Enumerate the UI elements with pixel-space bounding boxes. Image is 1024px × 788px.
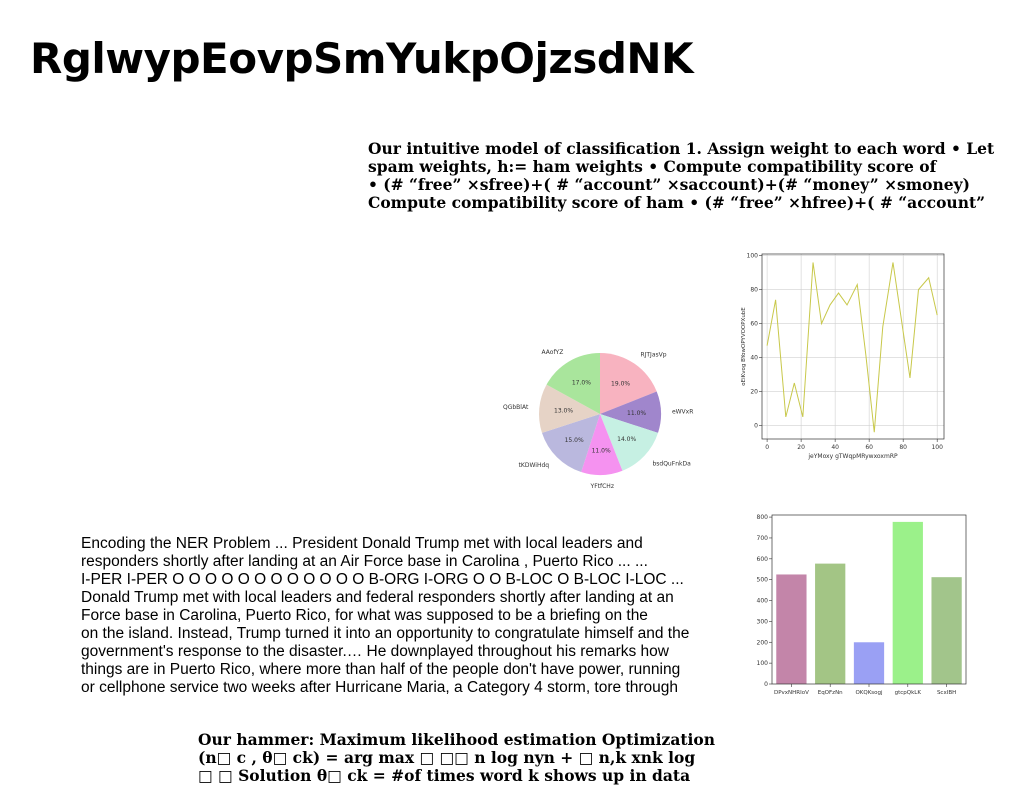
plot-frame <box>771 514 967 685</box>
classification-model-text: Our intuitive model of classification 1.… <box>368 140 1018 212</box>
bar <box>776 574 807 684</box>
y-tick-label: 80 <box>750 287 758 294</box>
y-tick-label: 100 <box>747 253 759 260</box>
x-tick-label: 40 <box>831 444 839 451</box>
bar-chart: 0 100 200 300 400 500 600 700 800 DPvxNHRIoV EqOFz… <box>757 514 967 696</box>
y-tick-label: 700 <box>757 535 769 542</box>
text-line: on the island. Instead, Trump turned it … <box>81 625 690 642</box>
y-tick-label: 300 <box>757 618 769 625</box>
pie-slice <box>600 414 659 471</box>
y-tick-label: 40 <box>750 355 758 362</box>
pie-category-label: tKDWiHdq <box>519 462 550 469</box>
pie-category-label: QGbBlAt <box>503 404 529 411</box>
text-line: Compute compatibility score of ham • (# … <box>368 193 986 212</box>
text-line: Encoding the NER Problem ... President D… <box>81 535 643 552</box>
pie-slice <box>546 353 600 414</box>
y-tick-label: 500 <box>757 577 769 584</box>
text-line: Donald Trump met with local leaders and … <box>81 589 674 606</box>
pie-category-label: bsdQuFnkDa <box>652 460 691 467</box>
y-tick-label: 20 <box>750 388 758 395</box>
hammer-text: Our hammer: Maximum likelihood estimatio… <box>198 731 715 785</box>
bar <box>892 521 923 684</box>
y-tick-label: 600 <box>757 556 769 563</box>
x-tick-label: 100 <box>931 444 943 451</box>
y-tick-label: 100 <box>757 660 769 667</box>
pie-category-label: AAofYZ <box>542 349 564 356</box>
text-line: I-PER I-PER O O O O O O O O O O O O B-OR… <box>81 571 684 588</box>
x-tick-label: OKQKsogj <box>855 690 883 696</box>
text-line: Our hammer: Maximum likelihood estimatio… <box>198 730 716 749</box>
text-line: • (# “free” ×sfree)+( # “account” ×sacco… <box>368 175 970 194</box>
text-line: responders shortly after landing at an A… <box>81 553 648 570</box>
y-tick-label: 60 <box>750 321 758 328</box>
y-tick-label: 800 <box>757 514 769 521</box>
bar <box>815 563 846 684</box>
x-tick-label: gtcpQkLK <box>895 690 922 696</box>
y-tick-label: 0 <box>754 422 758 429</box>
y-tick-label: 400 <box>757 598 769 605</box>
ner-problem-text: Encoding the NER Problem ... President D… <box>81 535 689 697</box>
pie-value-label: 14.0% <box>617 436 636 443</box>
x-tick-label: DPvxNHRIoV <box>774 690 809 696</box>
pie-category-label: YFtfCHz <box>590 483 614 490</box>
pie-slice <box>581 414 623 475</box>
text-line: Force base in Carolina, Puerto Rico, for… <box>81 607 648 624</box>
x-tick-label: EqOFzNn <box>818 690 843 696</box>
x-tick-label: 60 <box>865 444 873 451</box>
text-line: (n□ c , θ□ ck) = arg max □ □□ n log nyn … <box>198 748 696 767</box>
text-line: things are in Puerto Rico, where more th… <box>81 661 681 678</box>
text-line: □ □ Solution θ□ ck = #of times word k sh… <box>198 766 691 785</box>
pie-chart: 19.0% RJTJasVp 11.0% eWVxR 14.0% bsdQuFnkDa 11… <box>503 349 693 490</box>
pie-category-label: RJTJasVp <box>640 351 666 358</box>
line-chart: 0 20 40 60 80 100 0 20 40 60 80 100 jeYMoxy gTWqpMRy… <box>741 253 945 460</box>
pie-value-label: 19.0% <box>611 381 630 388</box>
y-tick-label: 0 <box>764 681 768 688</box>
x-tick-label: 80 <box>899 444 907 451</box>
pie-value-label: 13.0% <box>554 408 573 415</box>
text-line: spam weights, h:= ham weights • Compute … <box>368 157 937 176</box>
x-tick-label: ScxIBH <box>937 690 956 696</box>
y-tick-label: 200 <box>757 639 769 646</box>
pie-value-label: 15.0% <box>565 437 584 444</box>
pie-value-label: 11.0% <box>592 448 611 455</box>
plot-frame <box>761 253 945 440</box>
y-axis-label: oEiKvog BYowOPYVOOPXubE <box>741 307 747 386</box>
pie-value-label: 11.0% <box>627 410 646 417</box>
pie-slice <box>541 414 600 473</box>
pie-value-label: 17.0% <box>572 379 591 386</box>
text-line: government's response to the disaster.… … <box>81 643 669 660</box>
pie-category-label: eWVxR <box>672 409 693 416</box>
pie-slice <box>600 391 661 433</box>
bar <box>931 577 962 684</box>
pie-slice <box>539 384 600 433</box>
x-tick-label: 20 <box>797 444 805 451</box>
slide-title: RglwypEovpSmYukpOjzsdNK <box>30 34 694 83</box>
text-line: Our intuitive model of classification 1.… <box>368 139 995 158</box>
x-axis-label: jeYMoxy gTWqpMRywxoxmRP <box>807 453 898 460</box>
pie-slice <box>600 353 657 414</box>
series-line <box>766 262 938 433</box>
x-tick-label: 0 <box>765 444 769 451</box>
text-line: or cellphone service two weeks after Hur… <box>81 679 679 696</box>
bar <box>853 642 885 684</box>
